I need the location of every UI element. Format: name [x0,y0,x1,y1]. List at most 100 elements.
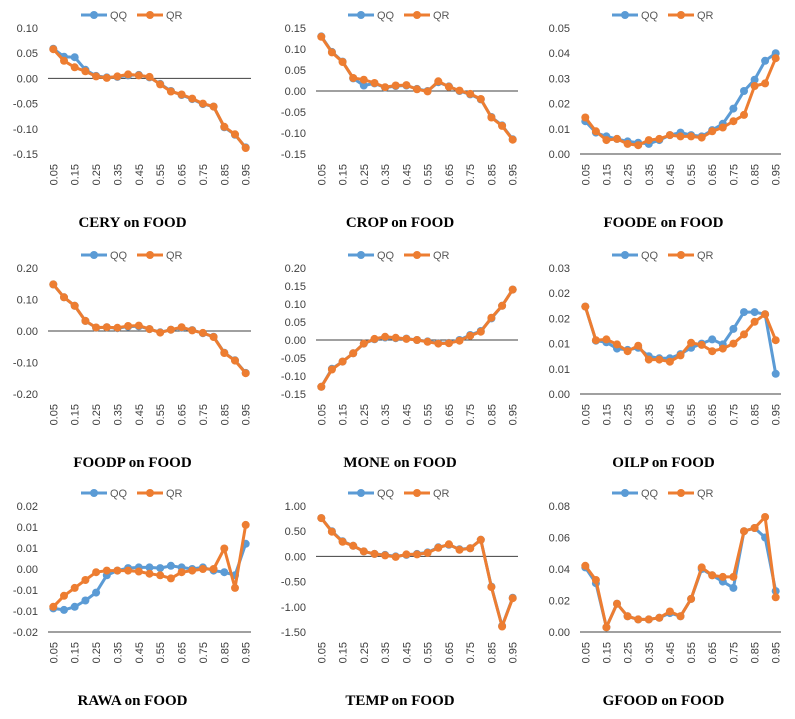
chart-crop-on-food: QQ QR -0.15 -0.10 -0.05 0.00 0.05 0.10 0.15 0.05 0… [281,10,520,231]
temp-on-food-legend-marker-qq [357,489,365,497]
rawa-on-food-x-tick-label: 0.45 [134,642,146,663]
cery-on-food-series-qr-point [220,122,229,131]
foodp-on-food-series-qr-point [60,293,68,302]
rawa-on-food-x-tick-label: 0.25 [91,642,103,663]
foode-on-food-series-qr-point [644,136,653,145]
foode-on-food-series-qr-point [602,136,611,145]
temp-on-food-x-tick-label: 0.95 [508,642,520,663]
foode-on-food-series-qr-point [740,110,748,119]
foodp-on-food-y-tick-label: 0.20 [17,263,38,275]
crop-on-food-series-qr-point [476,95,485,103]
temp-on-food-series-qr-point [487,583,496,592]
temp-on-food-series-qr-point [370,549,379,558]
crop-on-food-x-tick-label: 0.65 [444,164,456,185]
cery-on-food-series-qr-point [166,87,175,96]
temp-on-food-series-qr-point [317,514,326,523]
mone-on-food-series-qr-point [444,339,453,348]
mone-on-food-series-qr-point [349,349,358,358]
rawa-on-food-y-tick-label: 0.01 [17,543,38,555]
cery-on-food-legend-marker-qr [146,11,154,19]
mone-on-food-y-tick-label: -0.15 [281,389,306,401]
temp-on-food-y-tick-label: -1.00 [281,602,306,614]
cery-on-food-legend: QQ QR [81,10,183,22]
oilp-on-food-series-qr-point [591,336,600,345]
foodp-on-food-legend-marker-qq [90,251,98,259]
gfood-on-food-caption: GFOOD on FOOD [603,693,725,709]
gfood-on-food-y-tick-label: 0.00 [549,627,570,639]
gfood-on-food-x-tick-label: 0.65 [707,642,719,663]
mone-on-food-series-qr-point [487,313,496,322]
foode-on-food-y-tick-label: 0.03 [549,73,570,85]
temp-on-food-series-qr-point [455,545,464,554]
cery-on-food-x-tick-label: 0.45 [134,164,146,185]
mone-on-food-series-qr-point [370,334,379,343]
crop-on-food-series-qr-point [455,86,464,95]
oilp-on-food-x-tick-label: 0.35 [644,404,656,425]
chart-foode-on-food: QQ QR 0.00 0.01 0.02 0.03 0.04 0.05 0.05 0.15 0.25… [549,10,783,231]
foode-on-food-series-qr-point [613,134,621,143]
temp-on-food-series-qq-line [320,517,515,628]
gfood-on-food-series-qr-point [634,615,643,624]
foode-on-food-y-tick-label: 0.04 [549,48,570,60]
oilp-on-food-series-qq-point [750,308,759,317]
foodp-on-food-series-qr-point [102,323,111,332]
crop-on-food-legend: QQ QR [348,10,450,22]
foode-on-food-legend-label-qr: QR [697,10,714,22]
crop-on-food-y-tick-label: -0.15 [281,149,306,161]
cery-on-food-x-tick-label: 0.85 [219,164,231,185]
crop-on-food-y-tick-label: 0.05 [285,65,306,77]
oilp-on-food-series-qq-point [740,308,748,317]
temp-on-food-x-tick-label: 0.45 [401,642,413,663]
chart-temp-on-food: QQ QR -1.50 -1.00 -0.50 0.00 0.50 1.00 0.05 0.15 0… [281,488,520,709]
crop-on-food-series-qr-point [466,89,475,98]
mone-on-food-series-qr-point [391,333,400,342]
cery-on-food-x-tick-label: 0.15 [70,164,82,185]
oilp-on-food-legend-label-qq: QQ [641,250,659,262]
cery-on-food-series-qr-point [145,72,154,81]
gfood-on-food-x-tick-label: 0.75 [728,642,740,663]
mone-on-food-x-tick-label: 0.95 [508,404,520,425]
foode-on-food-x-tick-label: 0.45 [665,164,677,185]
foode-on-food-series-qr-point [771,54,780,63]
mone-on-food-series-qr-point [338,357,347,366]
temp-on-food-series-qr-point [338,537,347,546]
gfood-on-food-series-qr-point [761,513,770,521]
oilp-on-food-x-tick-label: 0.45 [665,404,677,425]
crop-on-food-series-qr-point [487,113,496,122]
foode-on-food-series-qr-point [676,132,685,141]
rawa-on-food-x-tick-label: 0.65 [177,642,189,663]
crop-on-food-caption: CROP on FOOD [346,215,455,231]
foodp-on-food-x-tick-label: 0.25 [91,404,103,425]
foodp-on-food-series-qr-point [49,280,58,289]
foode-on-food-series-qq-point [750,75,759,84]
mone-on-food-y-tick-label: 0.00 [285,335,306,347]
cery-on-food-legend-marker-qq [90,11,98,19]
rawa-on-food-y-tick-label: 0.00 [17,564,38,576]
foode-on-food-series-qr-point [729,117,738,126]
foodp-on-food-x-tick-label: 0.35 [112,404,124,425]
crop-on-food-series-qr-point [498,121,507,130]
rawa-on-food-series-qr-point [220,544,229,553]
cery-on-food-series-qr-point [60,56,68,65]
foodp-on-food-legend-label-qq: QQ [110,250,128,262]
rawa-on-food-legend: QQ QR [81,488,183,500]
rawa-on-food-y-tick-label: 0.02 [17,501,38,513]
rawa-on-food-x-tick-label: 0.75 [198,642,210,663]
cery-on-food-x-tick-label: 0.95 [241,164,253,185]
gfood-on-food-series-qr-point [697,563,706,572]
chart-mone-on-food: QQ QR -0.15 -0.10 -0.05 0.00 0.05 0.10 0.15 0.20 0… [281,250,520,471]
temp-on-food-y-tick-label: -1.50 [281,627,306,639]
cery-on-food-legend-label-qr: QR [166,10,183,22]
oilp-on-food-series-qr-point [761,310,770,319]
chart-cery-on-food: QQ QR -0.15 -0.10 -0.05 0.00 0.05 0.10 0.05 0.15 0… [13,10,253,231]
oilp-on-food-y-tick-label: 0.03 [549,263,570,275]
oilp-on-food-series-qr-point [634,341,643,350]
gfood-on-food-series-qr-point [740,527,748,536]
foodp-on-food-x-tick-label: 0.75 [198,404,210,425]
temp-on-food-series-qr-point [508,594,517,603]
cery-on-food-x-tick-label: 0.65 [177,164,189,185]
foodp-on-food-series-qr-point [134,321,143,330]
foode-on-food-series-qq-point [761,56,770,65]
foodp-on-food-series-qr-point [231,356,239,365]
foodp-on-food-series-qr-point [177,323,186,332]
